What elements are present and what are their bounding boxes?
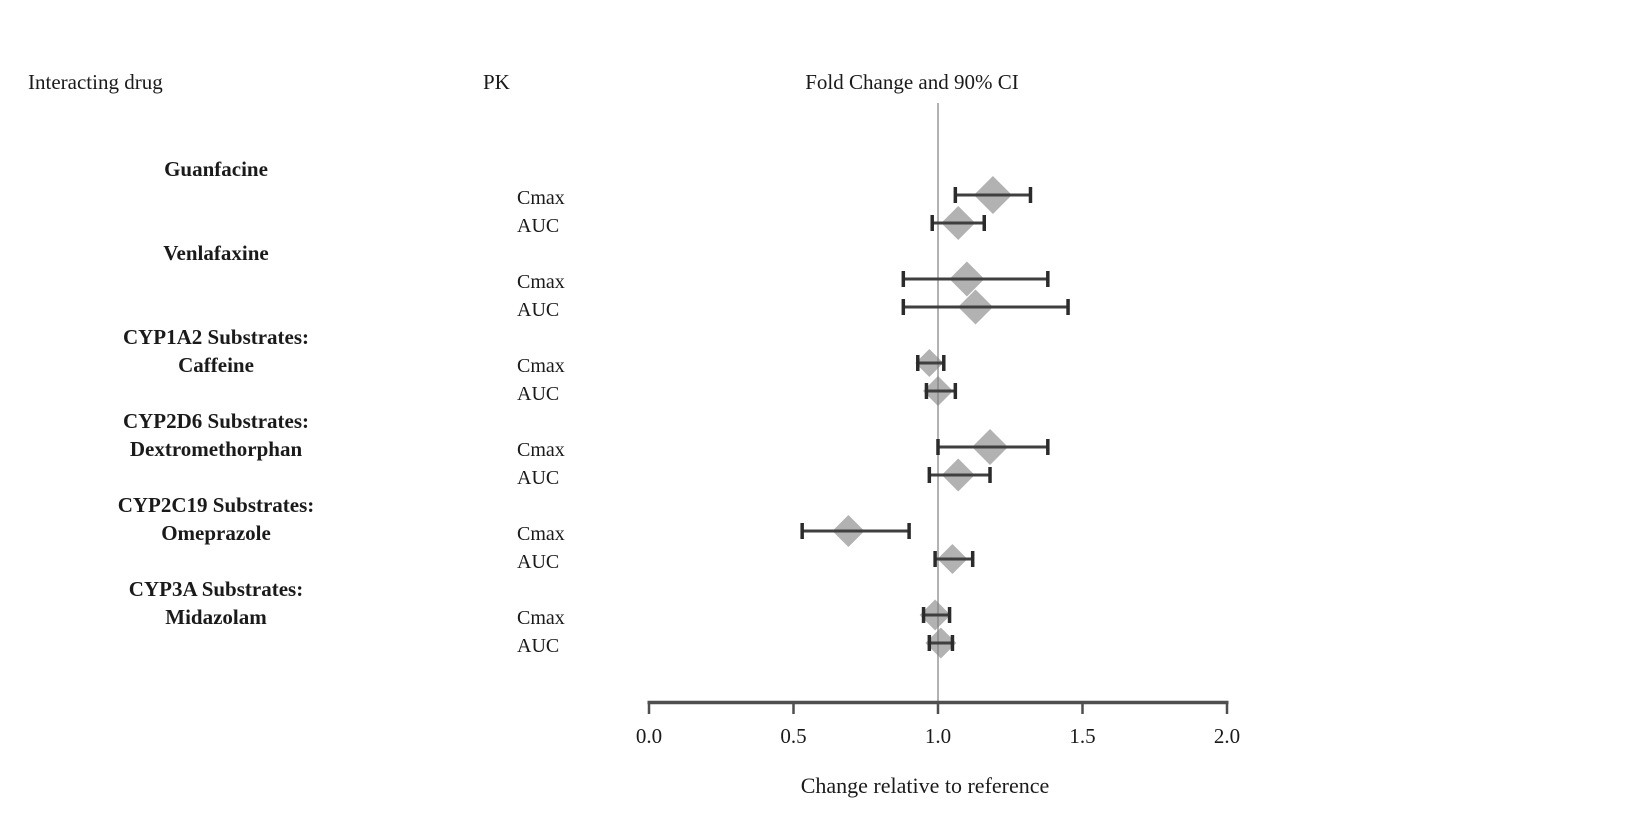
pk-label: AUC <box>517 299 560 321</box>
column-header-interacting-drug: Interacting drug <box>28 70 163 94</box>
pk-label: Cmax <box>517 607 565 629</box>
pk-label: AUC <box>517 383 560 405</box>
pk-label: Cmax <box>517 187 565 209</box>
column-header-fold-change: Fold Change and 90% CI <box>805 70 1019 94</box>
column-header-pk: PK <box>483 70 510 94</box>
pk-label: AUC <box>517 467 560 489</box>
x-tick-label: 0.0 <box>635 724 663 748</box>
x-tick-label: 1.0 <box>924 724 952 748</box>
x-tick-label: 1.5 <box>1069 724 1096 748</box>
x-axis-title: Change relative to reference <box>800 773 1050 798</box>
pk-label: Cmax <box>517 439 565 461</box>
drug-label: Caffeine <box>178 353 254 377</box>
x-tick-label: 0.5 <box>780 724 807 748</box>
drug-label: Dextromethorphan <box>129 437 303 461</box>
drug-label: CYP3A Substrates: <box>128 577 304 601</box>
drug-label: Omeprazole <box>161 521 271 545</box>
drug-label: Venlafaxine <box>163 241 269 265</box>
pk-label: AUC <box>517 551 560 573</box>
drug-label: CYP1A2 Substrates: <box>122 325 310 349</box>
pk-label: AUC <box>517 215 560 237</box>
pk-label: Cmax <box>517 271 565 293</box>
x-tick-label: 2.0 <box>1213 724 1241 748</box>
pk-label: Cmax <box>517 355 565 377</box>
pk-label: AUC <box>517 635 560 657</box>
drug-label: CYP2C19 Substrates: <box>117 493 315 517</box>
drug-label: Guanfacine <box>164 157 268 181</box>
drug-label: CYP2D6 Substrates: <box>122 409 310 433</box>
drug-label: Midazolam <box>165 605 267 629</box>
pk-label: Cmax <box>517 523 565 545</box>
